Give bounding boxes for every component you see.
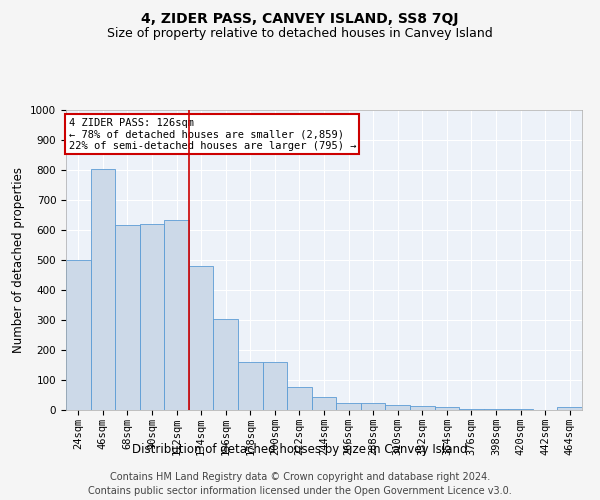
Bar <box>385 405 410 410</box>
Bar <box>164 220 189 410</box>
Text: Contains public sector information licensed under the Open Government Licence v3: Contains public sector information licen… <box>88 486 512 496</box>
Text: Contains HM Land Registry data © Crown copyright and database right 2024.: Contains HM Land Registry data © Crown c… <box>110 472 490 482</box>
Bar <box>115 224 140 410</box>
Bar <box>91 168 115 410</box>
Bar <box>557 407 582 410</box>
Bar <box>336 403 361 410</box>
Bar <box>459 409 484 410</box>
Text: Size of property relative to detached houses in Canvey Island: Size of property relative to detached ho… <box>107 28 493 40</box>
Text: 4, ZIDER PASS, CANVEY ISLAND, SS8 7QJ: 4, ZIDER PASS, CANVEY ISLAND, SS8 7QJ <box>141 12 459 26</box>
Bar <box>140 224 164 410</box>
Bar <box>66 260 91 410</box>
Text: Distribution of detached houses by size in Canvey Island: Distribution of detached houses by size … <box>132 442 468 456</box>
Y-axis label: Number of detached properties: Number of detached properties <box>11 167 25 353</box>
Bar <box>312 397 336 410</box>
Bar <box>214 318 238 410</box>
Bar <box>238 362 263 410</box>
Bar <box>263 362 287 410</box>
Bar <box>287 387 312 410</box>
Bar <box>410 406 434 410</box>
Bar <box>189 266 214 410</box>
Text: 4 ZIDER PASS: 126sqm
← 78% of detached houses are smaller (2,859)
22% of semi-de: 4 ZIDER PASS: 126sqm ← 78% of detached h… <box>68 118 356 150</box>
Bar <box>361 403 385 410</box>
Bar <box>434 408 459 410</box>
